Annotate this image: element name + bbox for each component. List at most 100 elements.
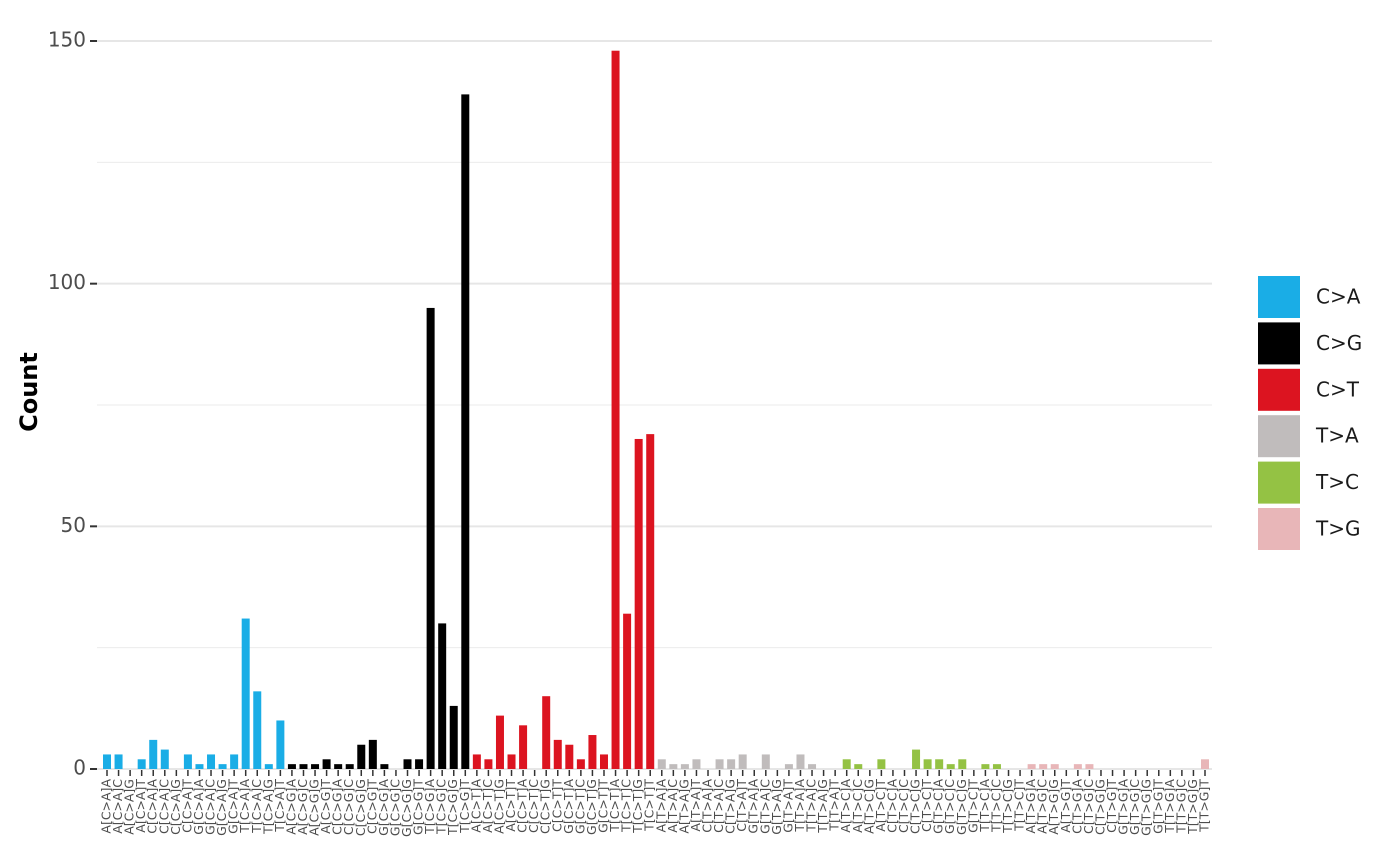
x-tick-label: T[C>A]A: [237, 779, 252, 834]
bar: [472, 754, 481, 769]
bar: [553, 739, 562, 769]
x-tick-label: C[T>A]T: [734, 779, 749, 832]
bar: [426, 307, 435, 769]
x-tick-label: C[T>G]T: [1104, 779, 1119, 833]
bar: [322, 759, 331, 769]
x-tick-label: C[C>A]T: [179, 779, 194, 833]
x-tick-label: C[C>G]A: [330, 779, 345, 835]
bar: [230, 754, 239, 769]
bar: [287, 764, 296, 769]
legend-label: T>G: [1315, 517, 1360, 541]
bar: [218, 764, 227, 769]
x-tick-label: G[T>C]T: [965, 779, 980, 833]
x-tick-label: T[C>G]A: [422, 779, 437, 835]
legend-key: [1258, 461, 1300, 504]
bar: [1027, 764, 1036, 769]
x-tick-label: A[C>G]C: [295, 779, 310, 835]
x-tick-label: C[T>G]C: [1081, 779, 1096, 834]
x-tick-label: G[T>G]A: [1116, 779, 1131, 835]
x-tick-label: A[T>C]A: [838, 779, 853, 833]
x-tick-label: G[C>A]T: [226, 779, 241, 834]
x-tick-label: A[T>A]A: [653, 779, 668, 833]
x-tick-label: A[T>C]C: [850, 779, 865, 833]
y-tick-label: 50: [61, 513, 86, 537]
x-tick-label: C[C>A]G: [168, 779, 183, 835]
bar: [264, 764, 273, 769]
x-tick-label: T[C>A]T: [272, 779, 287, 833]
bar: [449, 705, 458, 769]
x-tick-label: T[T>G]A: [1162, 779, 1177, 834]
x-tick-label: T[T>A]T: [827, 779, 842, 832]
bar: [657, 759, 666, 769]
x-tick-label: G[C>G]C: [387, 779, 402, 836]
x-tick-label: A[T>G]C: [1035, 779, 1050, 834]
bar: [495, 715, 504, 769]
y-axis-label: Count: [15, 352, 43, 432]
x-tick-label: G[C>T]G: [584, 779, 599, 835]
y-tick-label: 100: [48, 270, 86, 294]
x-tick-label: T[T>C]A: [977, 779, 992, 833]
x-tick-label: G[C>G]A: [376, 779, 391, 836]
y-tick-label: 0: [73, 756, 86, 780]
bar: [137, 759, 146, 769]
legend-key: [1258, 276, 1300, 318]
x-tick-label: C[C>A]A: [145, 779, 160, 834]
bar: [519, 725, 528, 769]
x-tick-label: C[C>G]G: [353, 779, 368, 836]
x-tick-label: T[T>G]G: [1185, 779, 1200, 835]
x-tick-label: G[T>A]G: [769, 779, 784, 835]
x-tick-label: C[T>A]C: [711, 779, 726, 833]
bar: [912, 749, 921, 769]
x-tick-label: A[T>A]T: [688, 779, 703, 832]
bar: [542, 696, 551, 769]
x-tick-label: T[C>G]G: [445, 779, 460, 836]
bar: [1050, 764, 1059, 769]
x-tick-label: A[T>G]A: [1023, 779, 1038, 834]
bar: [415, 759, 424, 769]
x-tick-label: C[C>T]A: [515, 779, 530, 833]
x-tick-label: T[T>C]G: [1000, 779, 1015, 834]
legend-label: C>A: [1316, 285, 1361, 309]
x-tick-label: G[C>G]G: [399, 779, 414, 837]
x-tick-label: G[T>C]A: [931, 779, 946, 834]
x-tick-label: G[C>T]T: [595, 779, 610, 833]
x-tick-label: G[T>G]C: [1127, 779, 1142, 835]
x-tick-label: C[T>C]A: [884, 779, 899, 833]
x-tick-label: G[T>G]G: [1139, 779, 1154, 836]
bar: [992, 764, 1001, 769]
bar: [1039, 764, 1048, 769]
legend-key: [1258, 322, 1300, 365]
x-tick-label: T[T>C]C: [988, 779, 1003, 833]
bar: [253, 691, 262, 769]
x-tick-label: T[T>G]T: [1197, 779, 1212, 833]
x-tick-label: G[T>A]A: [746, 779, 761, 834]
x-tick-label: A[C>G]A: [283, 779, 298, 835]
x-tick-label: A[C>T]G: [491, 779, 506, 834]
bar: [946, 764, 955, 769]
x-tick-label: T[C>T]A: [607, 779, 622, 833]
x-tick-label: C[T>C]C: [896, 779, 911, 833]
bar: [958, 759, 967, 769]
x-tick-label: G[C>A]A: [191, 779, 206, 835]
legend-label: T>A: [1315, 424, 1359, 448]
x-tick-label: A[T>G]T: [1058, 779, 1073, 833]
legend-label: C>T: [1316, 377, 1360, 401]
x-tick-label: G[C>A]G: [214, 779, 229, 836]
legend-key: [1258, 508, 1300, 550]
x-tick-label: G[T>G]T: [1150, 779, 1165, 834]
bar: [796, 754, 805, 769]
x-tick-label: A[C>G]G: [307, 779, 322, 836]
bar: [149, 739, 158, 769]
x-tick-label: A[T>C]T: [873, 779, 888, 832]
bar: [357, 744, 366, 769]
x-tick-label: C[C>T]G: [538, 779, 553, 834]
x-tick-label: C[T>A]G: [723, 779, 738, 834]
x-tick-label: T[T>G]C: [1173, 779, 1188, 834]
x-tick-label: C[T>G]G: [1092, 779, 1107, 835]
legend-key: [1258, 415, 1300, 458]
x-tick-label: T[T>A]G: [815, 779, 830, 834]
bar: [507, 754, 516, 769]
bar: [565, 744, 574, 769]
bar: [692, 759, 701, 769]
